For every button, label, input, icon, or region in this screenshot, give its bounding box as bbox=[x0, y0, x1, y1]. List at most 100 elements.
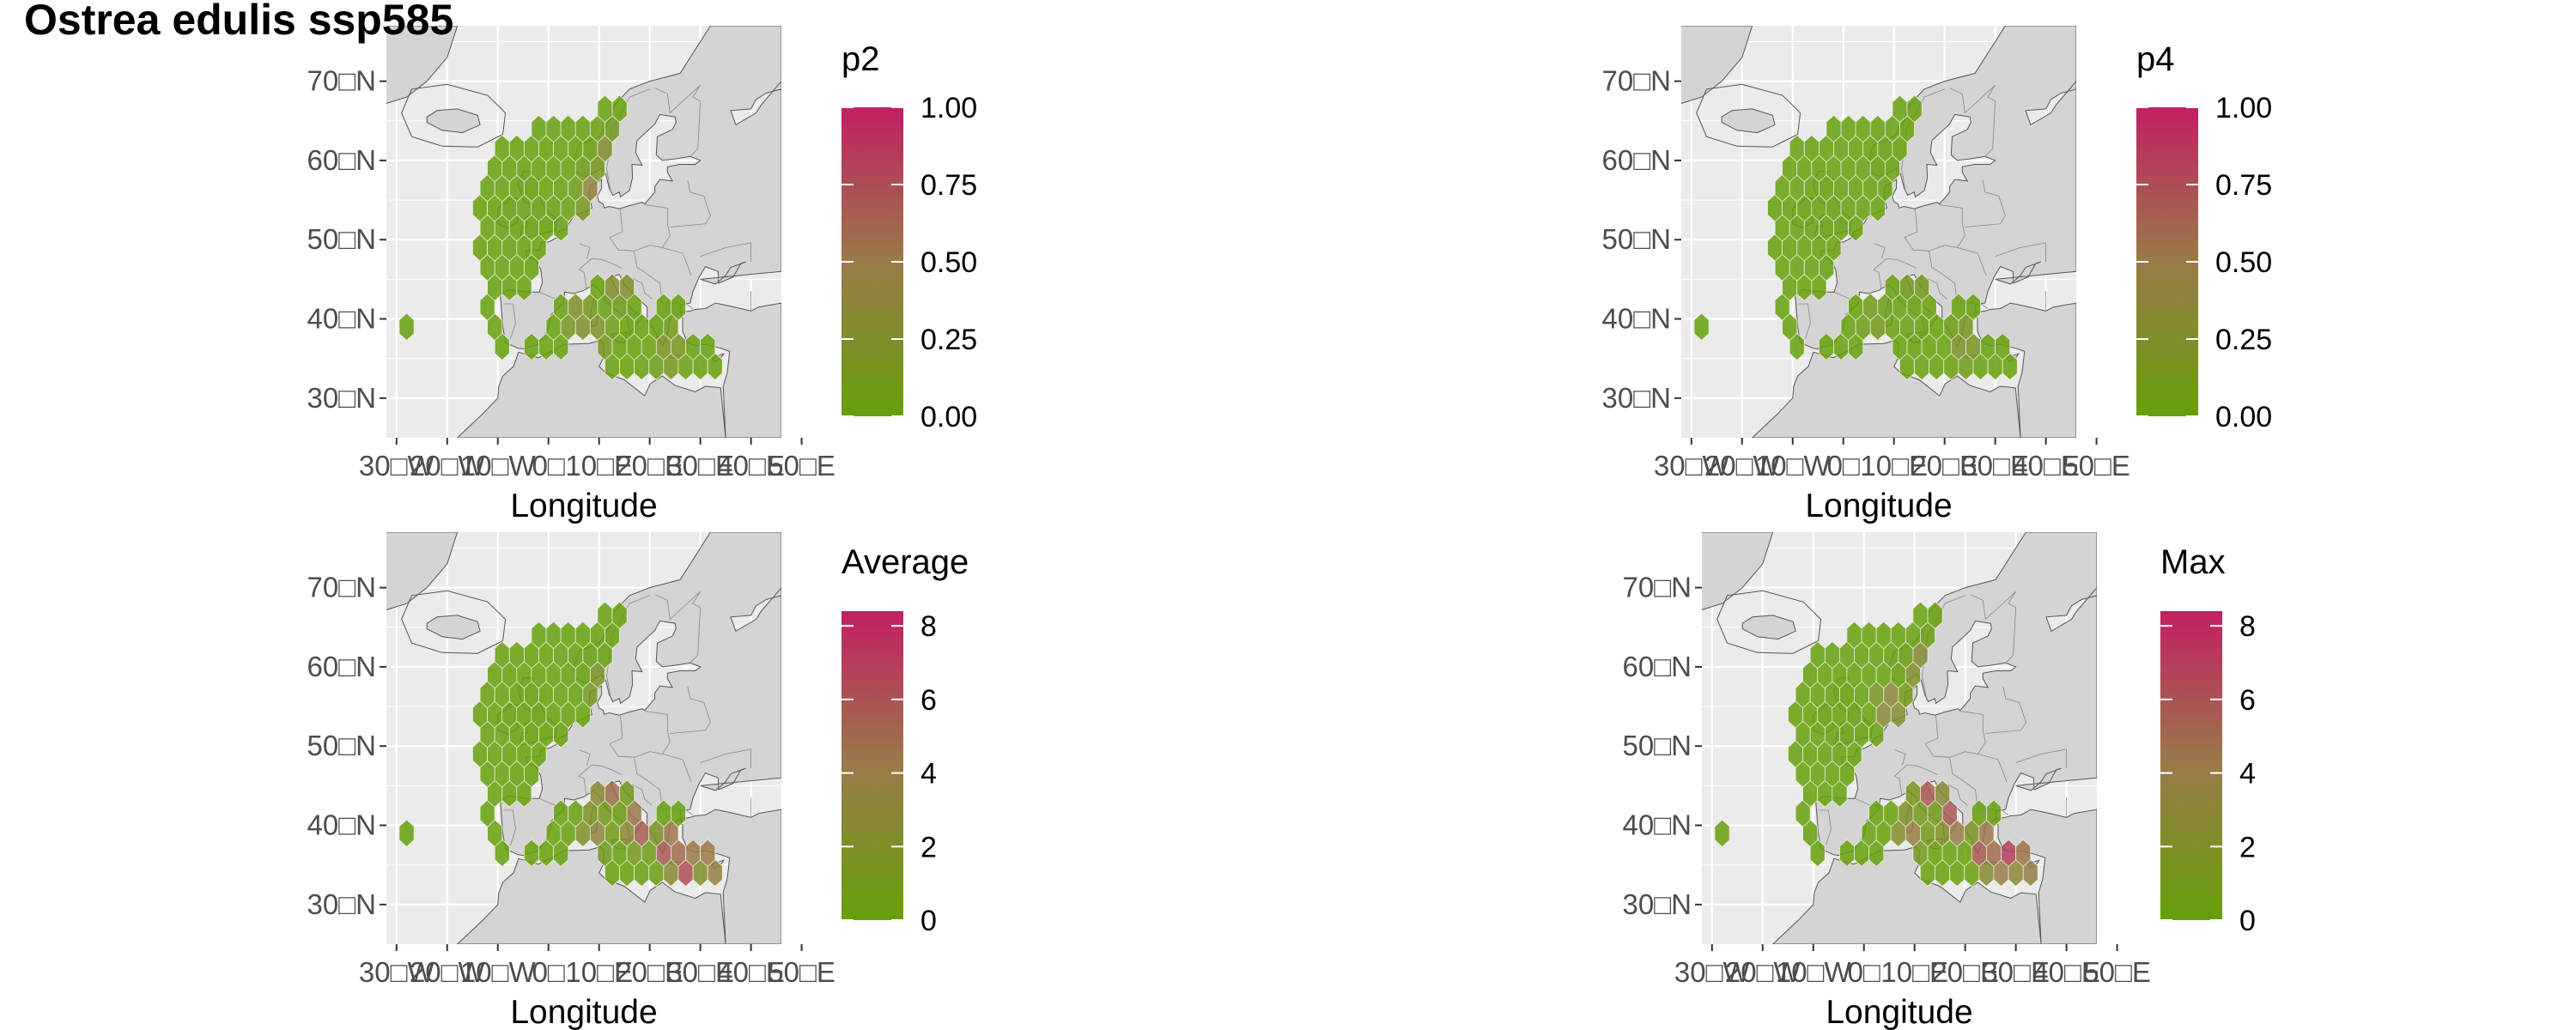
country-border bbox=[655, 84, 702, 157]
legend-title: Average bbox=[841, 543, 969, 581]
country-border bbox=[662, 754, 692, 782]
y-tick-label: 70□N bbox=[1602, 65, 1671, 97]
x-axis-label: Longitude bbox=[510, 488, 657, 524]
x-tick-label: 50□E bbox=[2083, 956, 2151, 988]
country-border bbox=[2000, 809, 2009, 815]
country-border bbox=[1957, 247, 1987, 276]
x-tick-label: 10□E bbox=[1880, 956, 1948, 988]
x-tick-label: 30□W bbox=[1654, 450, 1730, 482]
hex-cell bbox=[611, 94, 628, 124]
x-axis-label: Longitude bbox=[510, 994, 657, 1030]
country-border bbox=[579, 749, 591, 766]
y-tick-label: 40□N bbox=[307, 809, 376, 841]
country-border bbox=[1894, 749, 1906, 766]
country-border bbox=[1949, 711, 1986, 758]
greenland-land bbox=[386, 532, 459, 610]
greenland-land bbox=[1681, 26, 1753, 104]
hex-cell bbox=[1906, 94, 1923, 124]
x-tick-label: 10□W bbox=[460, 450, 537, 482]
x-tick-label: 10□W bbox=[1776, 956, 1852, 988]
x-tick-label: 30□W bbox=[359, 956, 435, 988]
country-border bbox=[578, 764, 623, 796]
country-border bbox=[1923, 276, 1947, 300]
hex-cell bbox=[2015, 839, 2032, 868]
legend-tick-label: 0.50 bbox=[2215, 246, 2272, 279]
country-border bbox=[700, 748, 751, 769]
country-border bbox=[503, 303, 516, 339]
x-axis-label: Longitude bbox=[1805, 488, 1952, 524]
country-border bbox=[700, 242, 751, 263]
hex-cell bbox=[1927, 601, 1943, 630]
country-border bbox=[1873, 258, 1917, 289]
legend-tick-label: 0.50 bbox=[920, 246, 977, 279]
iceland-boundary bbox=[1696, 83, 1801, 148]
hex-cell bbox=[1985, 799, 2002, 827]
iceland-boundary bbox=[1716, 590, 1822, 654]
country-border bbox=[629, 783, 653, 806]
country-border bbox=[579, 243, 591, 259]
hex-cell bbox=[1714, 819, 1730, 848]
country-border bbox=[1979, 302, 1989, 309]
country-border bbox=[670, 179, 711, 227]
country-border bbox=[670, 686, 711, 734]
x-tick-label: 10□E bbox=[1860, 450, 1928, 482]
country-border bbox=[609, 209, 635, 251]
hex-cell bbox=[700, 839, 716, 868]
country-border bbox=[1929, 204, 1965, 251]
legend-top-left: p2 1.00 0.75 0.50 0.25 0.00 bbox=[841, 40, 977, 433]
y-tick-label: 50□N bbox=[1602, 223, 1671, 255]
map-panel-bottom-left: 70□N60□N50□N40□N30□N30□W20□W10□W0□ 10□E20… bbox=[307, 532, 969, 1030]
legend-tick-label: 2 bbox=[2239, 831, 2256, 863]
legend-title: Max bbox=[2160, 543, 2226, 581]
country-border bbox=[634, 204, 671, 251]
page-title: Ostrea edulis ssp585 bbox=[24, 0, 454, 44]
y-tick-label: 60□N bbox=[1602, 144, 1671, 176]
legend-tick-label: 0.00 bbox=[920, 401, 977, 433]
x-tick-label: 50□E bbox=[768, 956, 835, 988]
x-tick-label: 10□W bbox=[1755, 450, 1832, 482]
legend-tick-label: 1.00 bbox=[2215, 92, 2272, 124]
legend-title: p4 bbox=[2136, 40, 2175, 78]
iceland-land bbox=[1741, 615, 1796, 640]
country-border bbox=[1893, 764, 1938, 796]
x-tick-label: 20□E bbox=[616, 450, 683, 482]
iceland-land bbox=[426, 108, 481, 134]
hex-cell bbox=[619, 779, 635, 808]
y-tick-label: 30□N bbox=[1623, 888, 1692, 920]
x-tick-label: 30□W bbox=[1674, 956, 1751, 988]
x-tick-label: 40□E bbox=[717, 956, 785, 988]
country-border bbox=[1924, 715, 1950, 758]
y-tick-label: 30□N bbox=[307, 888, 376, 920]
x-axis-label: Longitude bbox=[1826, 994, 1972, 1030]
x-tick-label: 20□W bbox=[410, 956, 486, 988]
country-border bbox=[609, 715, 635, 758]
legend-tick-label: 4 bbox=[920, 758, 937, 791]
country-border bbox=[662, 247, 692, 276]
country-border bbox=[1978, 754, 2008, 782]
hex-cell bbox=[611, 601, 628, 630]
map-panel-top-right: 70□N 60□N 50□N 40□N 30□N 30□W20□W10□W0□ 10□E20… bbox=[1602, 26, 2272, 524]
hex-cell bbox=[398, 312, 415, 342]
legend-tick-label: 1.00 bbox=[920, 92, 977, 124]
greenland-land bbox=[1702, 532, 1774, 610]
y-tick-label: 50□N bbox=[307, 730, 376, 761]
country-border bbox=[1985, 686, 2026, 734]
hex-cell bbox=[671, 293, 686, 321]
legend-top-right: p4 1.00 0.75 0.50 0.25 0.00 bbox=[2136, 40, 2272, 433]
y-tick-label: 70□N bbox=[307, 572, 376, 603]
country-border bbox=[2015, 748, 2067, 769]
y-tick-label: 40□N bbox=[1623, 809, 1692, 841]
legend-tick-label: 0 bbox=[2239, 905, 2256, 937]
legend-tick-label: 2 bbox=[920, 831, 937, 863]
country-border bbox=[578, 258, 623, 289]
legend-tick-label: 6 bbox=[2239, 684, 2256, 717]
hex-cell bbox=[1935, 779, 1951, 808]
x-tick-label: 20□W bbox=[1725, 956, 1801, 988]
iceland-boundary bbox=[401, 590, 507, 654]
iceland-land bbox=[1721, 108, 1776, 134]
country-border bbox=[503, 809, 516, 845]
country-border bbox=[629, 276, 653, 300]
x-tick-label: 30□E bbox=[666, 450, 734, 482]
x-tick-label: 0□ bbox=[1827, 450, 1860, 482]
